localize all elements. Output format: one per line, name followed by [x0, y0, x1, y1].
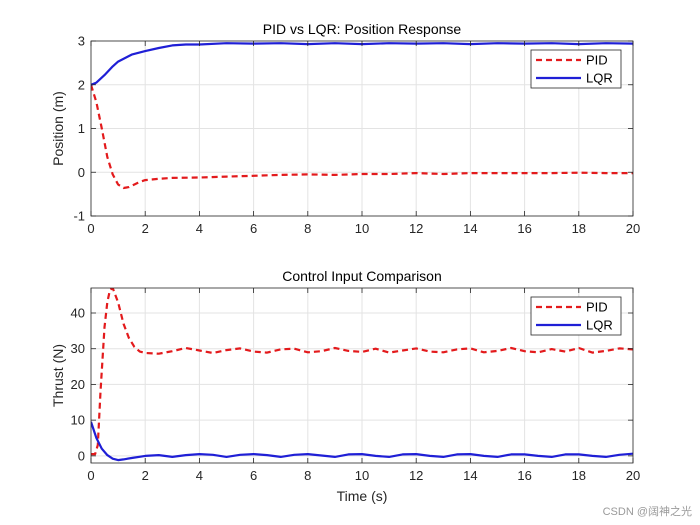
y-tick-label: 20 — [71, 377, 85, 392]
y-tick-label: 3 — [78, 34, 85, 49]
x-tick-label: 8 — [304, 221, 311, 236]
x-tick-label: 0 — [87, 468, 94, 483]
x-tick-label: 8 — [304, 468, 311, 483]
x-tick-label: 20 — [626, 221, 640, 236]
x-tick-label: 12 — [409, 221, 423, 236]
chart-title: PID vs LQR: Position Response — [263, 21, 462, 37]
y-tick-label: 30 — [71, 341, 85, 356]
x-tick-label: 14 — [463, 468, 477, 483]
x-tick-label: 18 — [572, 468, 586, 483]
legend-label-pid: PID — [586, 300, 608, 315]
y-tick-label: 0 — [78, 448, 85, 463]
subplot-2: 0 2 4 6 8 10 12 14 16 18 20 0 10 20 30 40 Control Input … — [50, 268, 640, 504]
chart-title: Control Input Comparison — [282, 268, 442, 284]
series-line-lqr — [91, 421, 633, 462]
legend-box — [530, 49, 622, 89]
y-tick-label: 10 — [71, 413, 85, 428]
legend-label-lqr: LQR — [586, 318, 613, 333]
series-line-pid — [91, 84, 633, 190]
series-line-lqr — [91, 42, 633, 86]
y-axis-label: Thrust (N) — [50, 344, 66, 407]
x-tick-label: 6 — [250, 468, 257, 483]
y-axis-label: Position (m) — [50, 91, 66, 166]
legend-box — [530, 296, 622, 336]
y-tick-label: -1 — [73, 209, 85, 224]
watermark: CSDN @阔神之光 — [602, 506, 692, 518]
x-tick-label: 20 — [626, 468, 640, 483]
legend: PID LQR — [530, 49, 622, 89]
x-tick-label: 2 — [142, 221, 149, 236]
legend-label-pid: PID — [586, 53, 608, 68]
x-tick-label: 10 — [355, 221, 369, 236]
x-tick-label: 18 — [572, 221, 586, 236]
x-tick-label: 0 — [87, 221, 94, 236]
x-tick-label: 10 — [355, 468, 369, 483]
legend-label-lqr: LQR — [586, 71, 613, 86]
y-tick-label: 1 — [78, 121, 85, 136]
x-tick-label: 4 — [196, 468, 203, 483]
series-line-pid — [91, 288, 633, 456]
y-tick-label: 40 — [71, 306, 85, 321]
legend: PID LQR — [530, 296, 622, 336]
x-tick-label: 16 — [517, 468, 531, 483]
y-tick-label: 0 — [78, 165, 85, 180]
x-tick-label: 6 — [250, 221, 257, 236]
x-tick-label: 12 — [409, 468, 423, 483]
x-tick-label: 14 — [463, 221, 477, 236]
x-tick-label: 2 — [142, 468, 149, 483]
x-tick-label: 16 — [517, 221, 531, 236]
x-axis-label: Time (s) — [337, 488, 388, 504]
x-tick-label: 4 — [196, 221, 203, 236]
y-tick-label: 2 — [78, 77, 85, 92]
